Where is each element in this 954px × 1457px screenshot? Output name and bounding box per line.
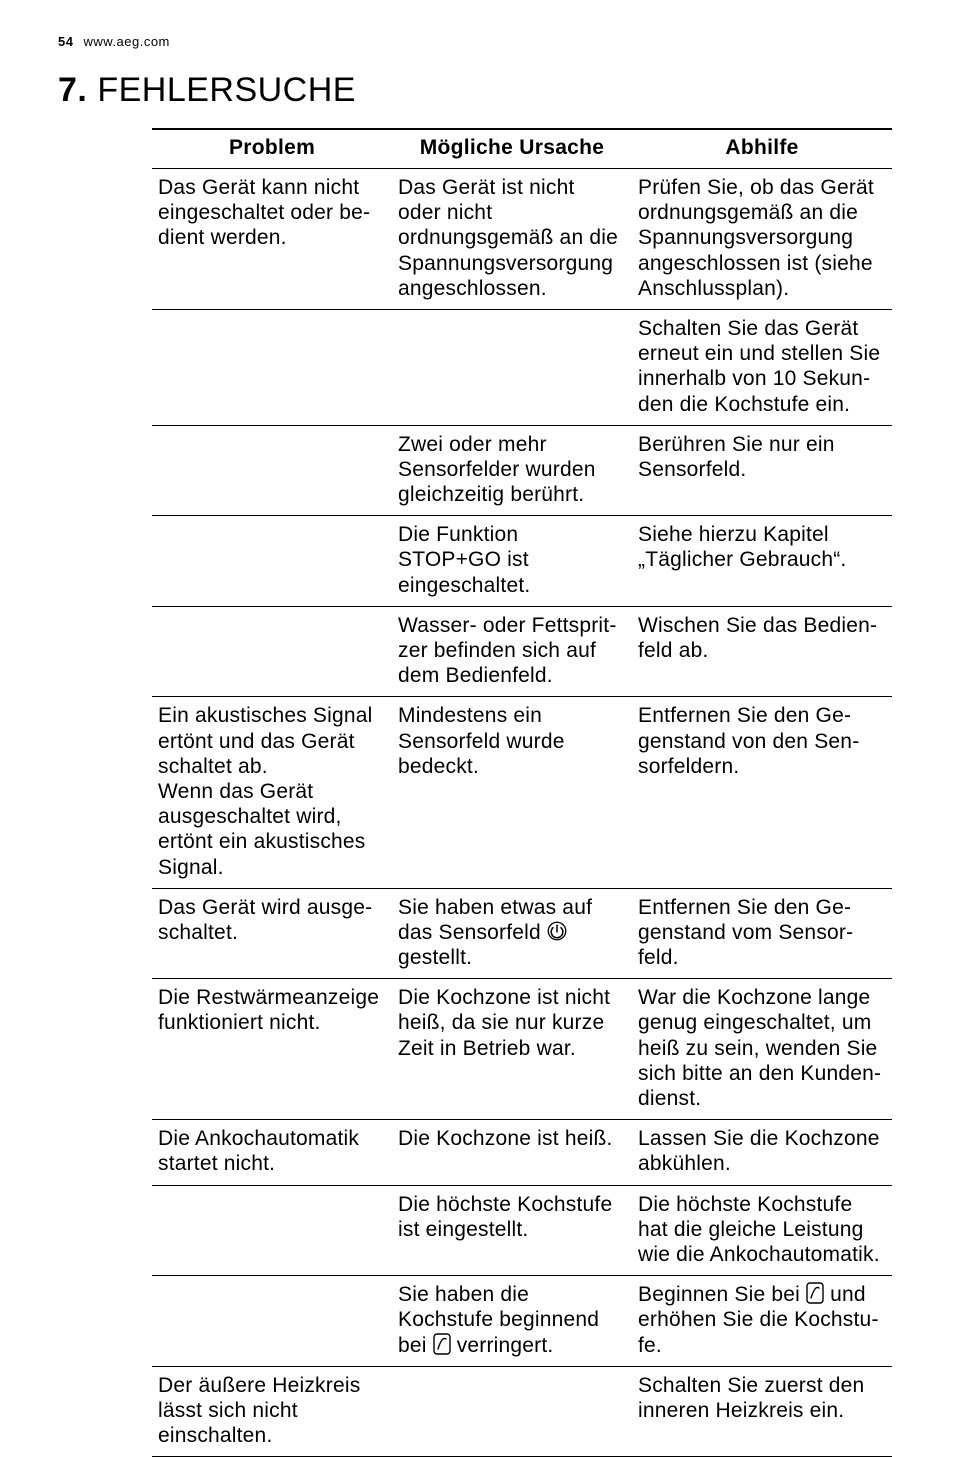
cell-remedy: Beginnen Sie bei und erhöhen Sie die Koc…: [632, 1276, 892, 1367]
col-cause: Mögliche Ursache: [392, 129, 632, 169]
table-row: Die Ankochautomatik startet nicht.Die Ko…: [152, 1120, 892, 1185]
cell-remedy: Lassen Sie die Kochzone abkühlen.: [632, 1120, 892, 1185]
cell-problem: [152, 1185, 392, 1276]
cell-problem: [152, 606, 392, 697]
cell-problem: [152, 425, 392, 516]
table-row: Der äußere Heizkreis lässt sich nicht ei…: [152, 1366, 892, 1457]
col-remedy: Abhilfe: [632, 129, 892, 169]
page-number: 54: [58, 34, 73, 49]
table-row: Ein akustisches Signal ertönt und das Ge…: [152, 697, 892, 888]
cell-remedy: Prüfen Sie, ob das Gerät ordnungsgemäß a…: [632, 169, 892, 310]
cell-problem: Ein akustisches Signal ertönt und das Ge…: [152, 697, 392, 888]
table-row: Wasser- oder Fettsprit­zer befinden sich…: [152, 606, 892, 697]
table-row: Die Funktion STOP+GO ist eingeschaltet.S…: [152, 516, 892, 607]
cell-remedy: Berühren Sie nur ein Sen­sorfeld.: [632, 425, 892, 516]
section-number: 7.: [58, 71, 87, 109]
cell-cause: Wasser- oder Fettsprit­zer befinden sich…: [392, 606, 632, 697]
section-heading-text: FEHLERSUCHE: [97, 71, 356, 109]
cell-cause: Sie haben die Kochstufe beginnend bei ve…: [392, 1276, 632, 1367]
table-row: Das Gerät kann nicht eingeschaltet oder …: [152, 169, 892, 310]
table-row: Die höchste Kochstufe ist eingestellt.Di…: [152, 1185, 892, 1276]
cell-remedy: Entfernen Sie den Ge­genstand vom Sensor…: [632, 888, 892, 979]
troubleshooting-table: Problem Mögliche Ursache Abhilfe Das Ger…: [152, 128, 892, 1457]
table-header-row: Problem Mögliche Ursache Abhilfe: [152, 129, 892, 169]
cell-remedy: War die Kochzone lange genug eingeschalt…: [632, 979, 892, 1120]
cell-cause: Die Funktion STOP+GO ist eingeschaltet.: [392, 516, 632, 607]
power-icon: [547, 921, 567, 941]
table-row: Das Gerät wird ausge­schaltet.Sie haben …: [152, 888, 892, 979]
cell-cause: Mindestens ein Sensor­feld wurde bedeckt…: [392, 697, 632, 888]
cell-problem: [152, 309, 392, 425]
col-problem: Problem: [152, 129, 392, 169]
cell-problem: Das Gerät wird ausge­schaltet.: [152, 888, 392, 979]
cell-remedy: Siehe hierzu Kapitel „Täglicher Gebrauch…: [632, 516, 892, 607]
cell-remedy: Schalten Sie das Gerät er­neut ein und s…: [632, 309, 892, 425]
cell-remedy: Die höchste Kochstufe hat die gleiche Le…: [632, 1185, 892, 1276]
table-row: Zwei oder mehr Sensor­felder wurden glei…: [152, 425, 892, 516]
cell-remedy: Schalten Sie zuerst den inneren Heizkrei…: [632, 1366, 892, 1457]
cell-problem: Das Gerät kann nicht eingeschaltet oder …: [152, 169, 392, 310]
cell-problem: [152, 516, 392, 607]
table-row: Die Restwärmeanzeige funktioniert nicht.…: [152, 979, 892, 1120]
cell-cause: Die höchste Kochstufe ist eingestellt.: [392, 1185, 632, 1276]
cell-problem: Die Ankochautomatik startet nicht.: [152, 1120, 392, 1185]
cell-cause: Die Kochzone ist nicht heiß, da sie nur …: [392, 979, 632, 1120]
key-icon: [806, 1282, 824, 1304]
table-row: Schalten Sie das Gerät er­neut ein und s…: [152, 309, 892, 425]
cell-cause: [392, 1366, 632, 1457]
cell-cause: Zwei oder mehr Sensor­felder wurden glei…: [392, 425, 632, 516]
cell-problem: [152, 1276, 392, 1367]
table-row: Sie haben die Kochstufe beginnend bei ve…: [152, 1276, 892, 1367]
cell-problem: Die Restwärmeanzeige funktioniert nicht.: [152, 979, 392, 1120]
cell-cause: Die Kochzone ist heiß.: [392, 1120, 632, 1185]
key-icon: [433, 1333, 451, 1355]
cell-cause: Das Gerät ist nicht oder nicht ordnungsg…: [392, 169, 632, 310]
cell-problem: Der äußere Heizkreis lässt sich nicht ei…: [152, 1366, 392, 1457]
cell-remedy: Entfernen Sie den Ge­genstand von den Se…: [632, 697, 892, 888]
site-url: www.aeg.com: [83, 34, 169, 49]
cell-remedy: Wischen Sie das Bedien­feld ab.: [632, 606, 892, 697]
cell-cause: [392, 309, 632, 425]
section-title: 7. FEHLERSUCHE: [58, 71, 896, 110]
cell-cause: Sie haben etwas auf das Sensorfeld geste…: [392, 888, 632, 979]
